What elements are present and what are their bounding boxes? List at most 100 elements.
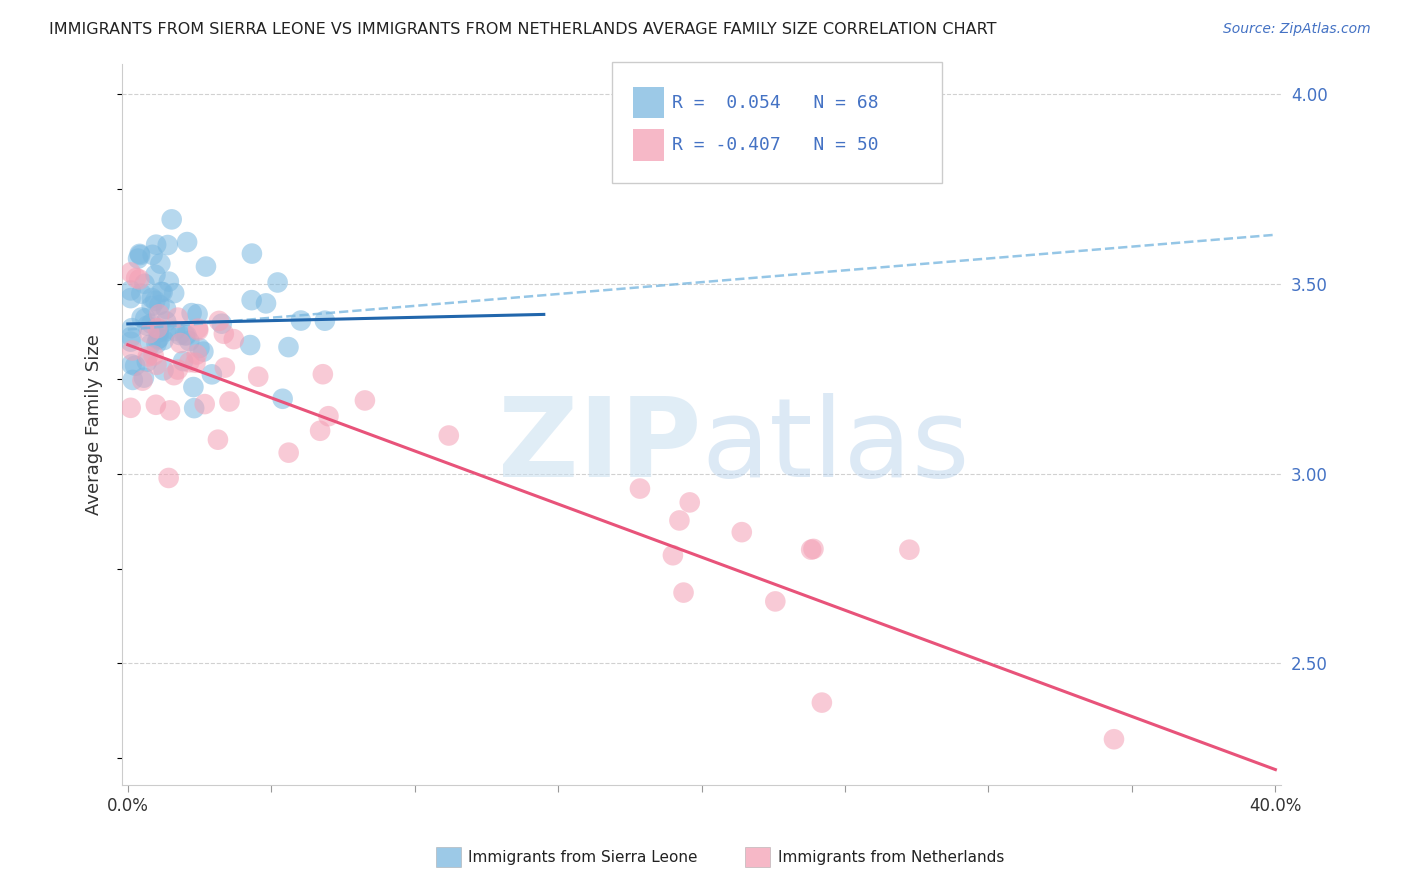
Text: ZIP: ZIP — [498, 392, 702, 500]
Text: R = -0.407   N = 50: R = -0.407 N = 50 — [672, 136, 879, 154]
Point — [194, 397, 217, 411]
Point — [145, 336, 167, 351]
Point — [277, 340, 299, 354]
Point — [803, 541, 825, 556]
Point — [148, 326, 170, 340]
Point — [247, 369, 270, 384]
Point — [211, 317, 233, 331]
Text: Immigrants from Sierra Leone: Immigrants from Sierra Leone — [468, 850, 697, 864]
Point — [145, 268, 167, 282]
Point — [166, 310, 188, 325]
Point — [898, 542, 921, 557]
Point — [169, 328, 191, 343]
Point — [628, 482, 651, 496]
Point — [166, 362, 188, 376]
Point — [763, 594, 786, 608]
Y-axis label: Average Family Size: Average Family Size — [86, 334, 103, 515]
Point — [136, 318, 159, 333]
Point — [132, 370, 155, 384]
Point — [128, 272, 150, 286]
Point — [318, 409, 340, 424]
Point — [155, 314, 177, 328]
Point — [152, 333, 174, 347]
Point — [165, 324, 187, 338]
Text: Source: ZipAtlas.com: Source: ZipAtlas.com — [1223, 22, 1371, 37]
Point — [143, 293, 166, 308]
Point — [183, 380, 205, 394]
Point — [222, 332, 245, 346]
Text: Immigrants from Netherlands: Immigrants from Netherlands — [778, 850, 1004, 864]
Point — [271, 392, 294, 406]
Point — [150, 285, 173, 299]
Point — [208, 314, 231, 328]
Point — [176, 235, 198, 249]
Point — [163, 368, 186, 383]
Point — [131, 286, 153, 301]
Point — [142, 349, 165, 363]
Point — [134, 277, 156, 291]
Point — [811, 696, 834, 710]
Point — [354, 393, 377, 408]
Point — [277, 445, 299, 459]
Point — [127, 252, 149, 266]
Point — [179, 355, 201, 369]
Point — [120, 265, 142, 279]
Point — [187, 321, 209, 335]
Point — [163, 286, 186, 301]
Point — [668, 513, 690, 527]
Point — [120, 401, 142, 415]
Point — [194, 260, 217, 274]
Point — [138, 326, 160, 341]
Point — [141, 317, 163, 331]
Point — [312, 368, 335, 382]
Point — [124, 359, 146, 373]
Point — [148, 298, 170, 312]
Point — [679, 495, 702, 509]
Point — [145, 398, 167, 412]
Point — [120, 291, 142, 305]
Point — [135, 355, 157, 369]
Point — [157, 275, 180, 289]
Point — [160, 212, 183, 227]
Point — [187, 307, 209, 321]
Point — [121, 343, 143, 358]
Point — [146, 333, 169, 347]
Text: IMMIGRANTS FROM SIERRA LEONE VS IMMIGRANTS FROM NETHERLANDS AVERAGE FAMILY SIZE : IMMIGRANTS FROM SIERRA LEONE VS IMMIGRAN… — [49, 22, 997, 37]
Text: atlas: atlas — [702, 392, 970, 500]
Point — [145, 237, 167, 252]
Text: R =  0.054   N = 68: R = 0.054 N = 68 — [672, 94, 879, 112]
Point — [254, 296, 277, 310]
Point — [172, 354, 194, 368]
Point — [139, 337, 162, 351]
Point — [142, 248, 165, 262]
Point — [183, 401, 205, 416]
Point — [800, 542, 823, 557]
Point — [156, 238, 179, 252]
Point — [152, 363, 174, 377]
Point — [437, 428, 460, 442]
Point — [239, 338, 262, 352]
Point — [179, 334, 201, 348]
Point — [186, 347, 208, 361]
Point — [131, 374, 153, 388]
Point — [207, 433, 229, 447]
Point — [131, 310, 153, 325]
Point — [212, 326, 235, 341]
Point — [180, 306, 202, 320]
Point — [159, 403, 181, 417]
Point — [214, 360, 236, 375]
Point — [155, 325, 177, 339]
Point — [309, 424, 332, 438]
Point — [129, 248, 152, 262]
Point — [1102, 732, 1125, 747]
Point — [148, 331, 170, 345]
Point — [187, 323, 209, 337]
Point — [240, 246, 263, 260]
Point — [240, 293, 263, 307]
Point — [134, 311, 156, 326]
Point — [152, 285, 174, 299]
Point — [146, 321, 169, 335]
Point — [155, 301, 177, 316]
Point — [149, 257, 172, 271]
Point — [731, 525, 754, 540]
